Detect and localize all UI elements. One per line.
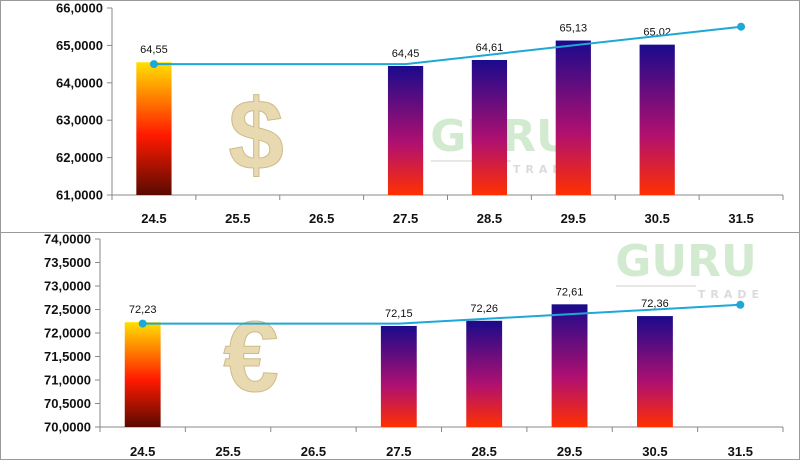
trend-line — [142, 303, 741, 325]
trend-end-point — [736, 300, 745, 309]
x-tick-label: 24.5 — [130, 444, 155, 459]
data-label-29.5: 72,61 — [556, 286, 584, 298]
x-tick-label: 26.5 — [301, 444, 326, 459]
watermark-main: GURU — [615, 236, 756, 287]
y-tick-label: 62,0000 — [56, 150, 103, 165]
y-tick-label: 70,0000 — [44, 420, 91, 435]
x-tick-label: 30.5 — [645, 211, 670, 226]
trend-end-point — [737, 22, 746, 31]
bar-30.5 — [639, 44, 675, 195]
chart-1: GURUTRADE$61,000062,000063,000064,000065… — [56, 1, 784, 226]
data-label-28.5: 72,26 — [470, 303, 498, 315]
data-label-28.5: 64,61 — [476, 42, 504, 54]
y-tick-label: 72,5000 — [44, 302, 91, 317]
y-tick-label: 61,0000 — [56, 188, 103, 203]
bar-24.5 — [136, 62, 172, 196]
bar-27.5 — [387, 65, 424, 195]
y-tick-label: 70,5000 — [44, 396, 91, 411]
bar-30.5 — [637, 316, 673, 427]
y-tick-label: 63,0000 — [56, 113, 103, 128]
x-tick-label: 29.5 — [557, 444, 582, 459]
data-label-30.5: 72,36 — [641, 298, 669, 310]
x-tick-label: 27.5 — [386, 444, 411, 459]
data-label-24.5: 64,55 — [140, 44, 168, 56]
x-tick-label: 30.5 — [642, 444, 667, 459]
currency-symbol-icon: € — [223, 301, 279, 413]
x-tick-label: 29.5 — [561, 211, 586, 226]
bar-28.5 — [466, 320, 503, 427]
data-label-24.5: 72,23 — [129, 304, 157, 316]
x-tick-label: 28.5 — [477, 211, 502, 226]
trend-line — [153, 25, 742, 66]
data-label-27.5: 72,15 — [385, 308, 413, 320]
currency-symbol-icon: $ — [228, 79, 284, 191]
x-tick-label: 26.5 — [309, 211, 334, 226]
bar-24.5 — [124, 322, 161, 427]
y-tick-label: 64,0000 — [56, 75, 103, 90]
trend-start-point — [138, 319, 147, 328]
x-tick-label: 25.5 — [225, 211, 250, 226]
x-tick-label: 24.5 — [141, 211, 166, 226]
bar-28.5 — [471, 59, 508, 196]
x-tick-label: 28.5 — [472, 444, 497, 459]
x-tick-label: 27.5 — [393, 211, 418, 226]
y-tick-label: 73,0000 — [44, 279, 91, 294]
y-tick-label: 74,0000 — [44, 232, 91, 247]
watermark-sub: TRADE — [698, 288, 764, 301]
y-tick-label: 73,5000 — [44, 255, 91, 270]
y-tick-label: 72,0000 — [44, 326, 91, 341]
data-label-27.5: 64,45 — [392, 48, 420, 60]
y-tick-label: 65,0000 — [56, 38, 103, 53]
y-tick-label: 71,5000 — [44, 349, 91, 364]
y-tick-label: 71,0000 — [44, 373, 91, 388]
x-tick-label: 25.5 — [215, 444, 240, 459]
data-label-29.5: 65,13 — [560, 23, 588, 35]
x-tick-label: 31.5 — [728, 211, 753, 226]
bar-29.5 — [555, 40, 591, 196]
bar-29.5 — [551, 304, 588, 427]
x-tick-label: 31.5 — [728, 444, 753, 459]
y-tick-label: 66,0000 — [56, 1, 103, 16]
bar-27.5 — [380, 325, 417, 427]
trend-start-point — [149, 60, 158, 69]
